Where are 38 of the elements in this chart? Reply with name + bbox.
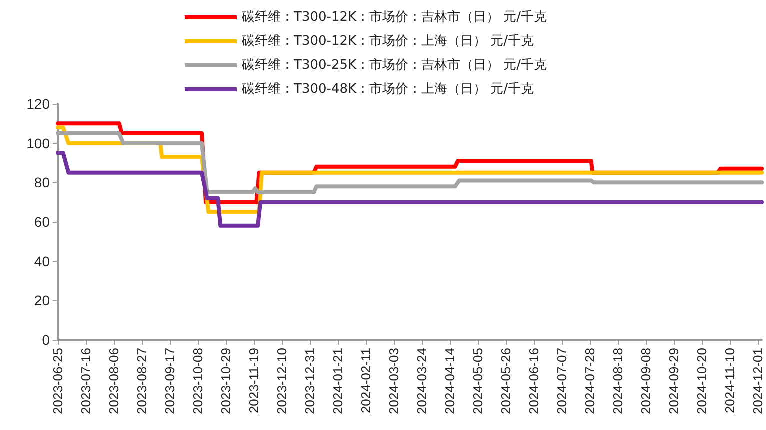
x-tick-label: 2024-06-16 <box>526 348 542 414</box>
x-tick-label: 2023-08-06 <box>106 348 122 414</box>
x-tick-label: 2024-12-01 <box>750 348 766 414</box>
x-tick-label: 2023-12-10 <box>274 348 290 414</box>
x-tick-label: 2024-01-21 <box>330 348 346 414</box>
x-tick-label: 2024-09-08 <box>638 348 654 414</box>
y-tick-label: 20 <box>34 292 50 309</box>
y-tick-label: 80 <box>34 174 50 191</box>
y-tick-label: 100 <box>26 135 50 152</box>
x-tick-label: 2024-05-05 <box>470 348 486 414</box>
x-tick-label: 2024-10-20 <box>694 348 710 414</box>
x-tick-label: 2024-03-24 <box>414 348 430 414</box>
x-tick-label: 2024-02-11 <box>358 348 374 414</box>
x-tick-label: 2024-07-07 <box>554 348 570 414</box>
x-tick-label: 2024-04-14 <box>442 348 458 414</box>
x-tick-label: 2023-10-29 <box>218 348 234 414</box>
x-tick-label: 2023-06-25 <box>50 348 66 414</box>
x-tick-label: 2023-12-31 <box>302 348 318 414</box>
x-tick-label: 2024-03-03 <box>386 348 402 414</box>
legend-label: 碳纤维：T300-25K：市场价：吉林市（日） 元/千克 <box>241 58 548 73</box>
y-tick-label: 40 <box>34 253 50 270</box>
x-tick-label: 2024-09-29 <box>666 348 682 414</box>
x-tick-label: 2023-07-16 <box>78 348 94 414</box>
legend-label: 碳纤维：T300-12K：市场价：吉林市（日） 元/千克 <box>241 10 548 25</box>
x-tick-label: 2024-08-18 <box>610 348 626 414</box>
y-tick-label: 60 <box>34 214 50 230</box>
legend-label: 碳纤维：T300-12K：市场价：上海（日） 元/千克 <box>241 34 534 49</box>
x-tick-label: 2024-11-10 <box>722 348 738 414</box>
line-series <box>56 151 764 228</box>
x-tick-label: 2024-07-28 <box>582 348 598 414</box>
x-tick-label: 2023-10-08 <box>190 348 206 414</box>
x-tick-label: 2023-11-19 <box>246 348 262 414</box>
x-tick-label: 2023-09-17 <box>162 348 178 414</box>
y-tick-label: 120 <box>26 96 50 112</box>
y-tick-label: 0 <box>42 332 50 348</box>
legend-label: 碳纤维：T300-48K：市场价：上海（日） 元/千克 <box>241 82 534 97</box>
x-tick-label: 2023-08-27 <box>134 348 150 414</box>
x-tick-label: 2024-05-26 <box>498 348 514 414</box>
